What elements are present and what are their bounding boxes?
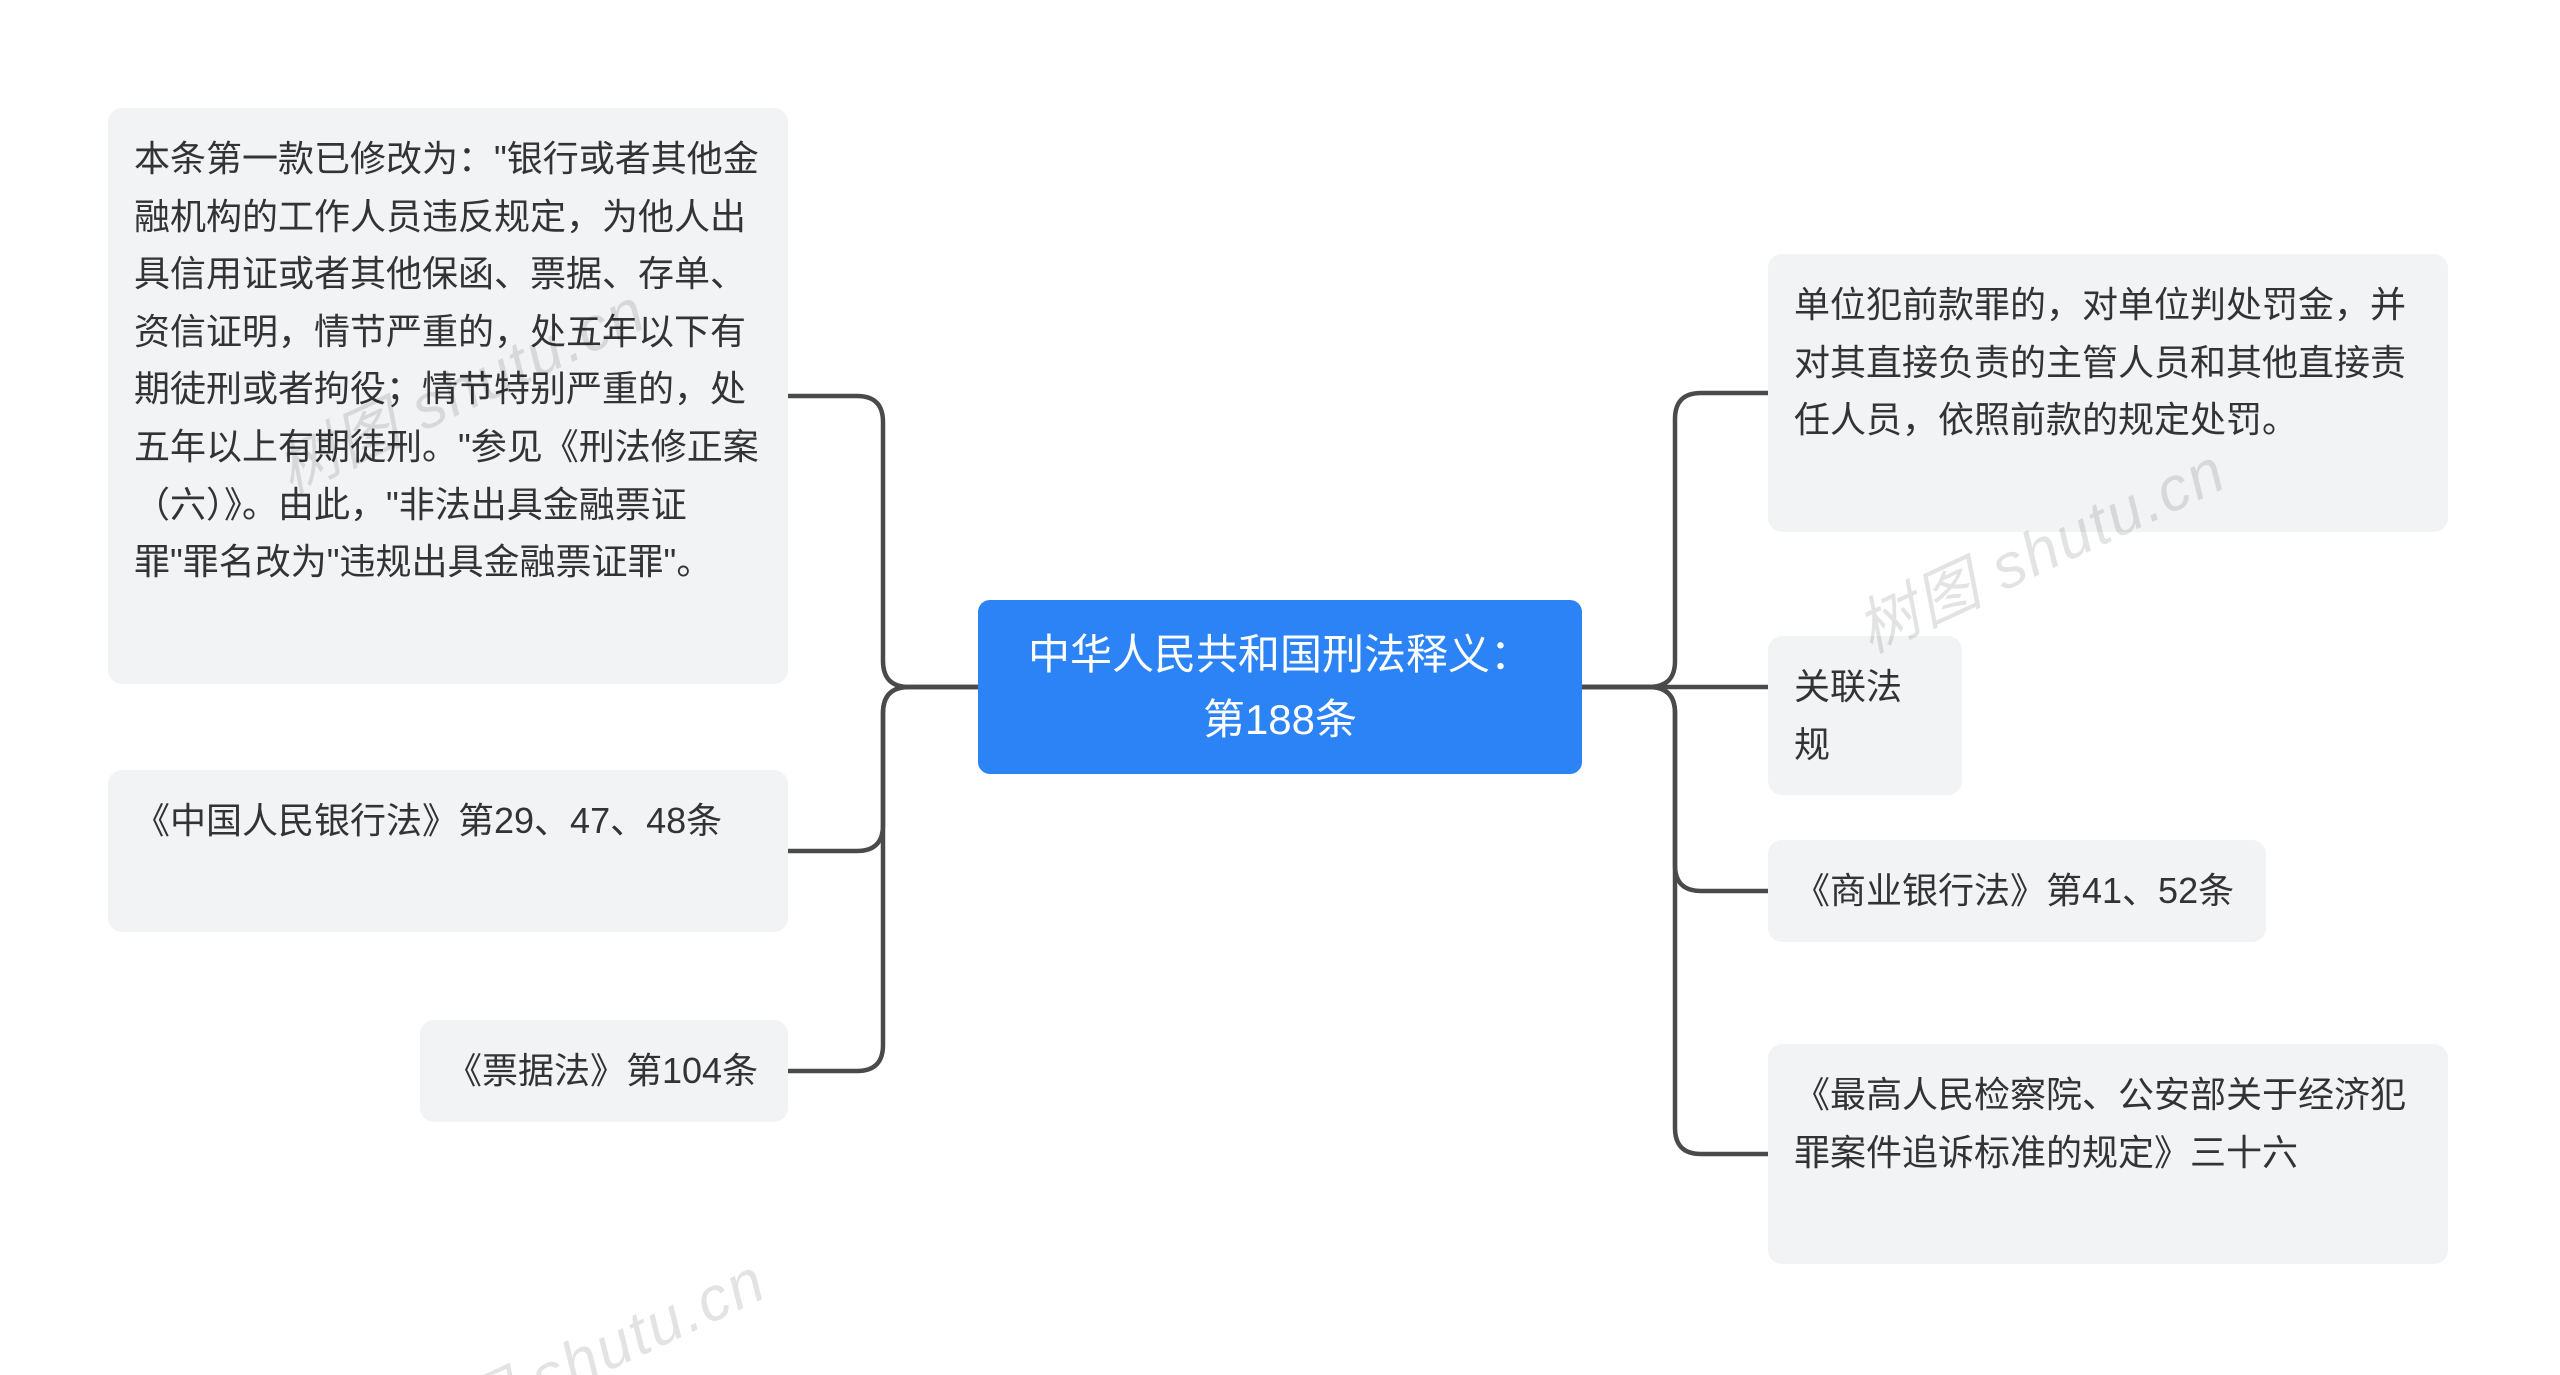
leaf-node-text: 关联法规 <box>1794 666 1902 765</box>
leaf-node-r4: 《最高人民检察院、公安部关于经济犯罪案件追诉标准的规定》三十六 <box>1768 1044 2448 1264</box>
watermark: 树图 shutu.cn <box>380 1230 778 1375</box>
connector-path <box>788 687 978 1071</box>
central-node-text: 中华人民共和国刑法释义：第188条 <box>1018 622 1542 752</box>
central-node: 中华人民共和国刑法释义：第188条 <box>978 600 1582 774</box>
leaf-node-r2: 关联法规 <box>1768 636 1962 795</box>
leaf-node-text: 单位犯前款罪的，对单位判处罚金，并对其直接负责的主管人员和其他直接责任人员，依照… <box>1794 284 2406 440</box>
connector-path <box>1582 687 1768 1154</box>
leaf-node-l1: 本条第一款已修改为："银行或者其他金融机构的工作人员违反规定，为他人出具信用证或… <box>108 108 788 684</box>
connector-path <box>788 687 978 851</box>
leaf-node-r1: 单位犯前款罪的，对单位判处罚金，并对其直接负责的主管人员和其他直接责任人员，依照… <box>1768 254 2448 532</box>
leaf-node-text: 《商业银行法》第41、52条 <box>1794 870 2234 911</box>
leaf-node-text: 本条第一款已修改为："银行或者其他金融机构的工作人员违反规定，为他人出具信用证或… <box>134 138 759 582</box>
leaf-node-text: 《中国人民银行法》第29、47、48条 <box>134 800 722 841</box>
connector-path <box>788 396 978 687</box>
leaf-node-text: 《最高人民检察院、公安部关于经济犯罪案件追诉标准的规定》三十六 <box>1794 1074 2406 1173</box>
leaf-node-l2: 《中国人民银行法》第29、47、48条 <box>108 770 788 932</box>
leaf-node-text: 《票据法》第104条 <box>446 1050 758 1091</box>
connector-path <box>1582 393 1768 687</box>
leaf-node-r3: 《商业银行法》第41、52条 <box>1768 840 2266 942</box>
leaf-node-l3: 《票据法》第104条 <box>420 1020 788 1122</box>
connector-path <box>1582 687 1768 891</box>
